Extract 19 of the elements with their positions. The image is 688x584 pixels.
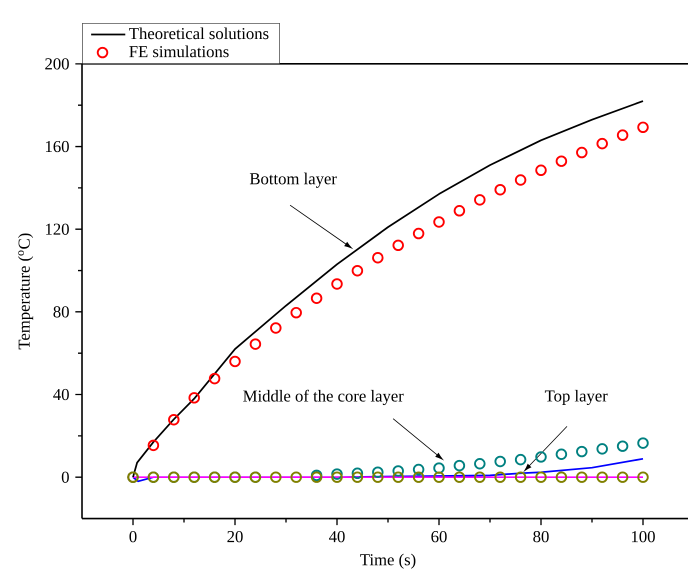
annotation: Bottom layer bbox=[250, 172, 337, 188]
x-tick-label: 80 bbox=[533, 531, 549, 542]
x-tick-label: 0 bbox=[129, 531, 137, 542]
legend-label: Theoretical solutions bbox=[129, 27, 268, 40]
annotation: Middle of the core layer bbox=[243, 390, 404, 406]
y-tick-label: 200 bbox=[45, 58, 69, 70]
legend-label: FE simulations bbox=[129, 46, 229, 58]
annotation: Top layer bbox=[544, 390, 608, 405]
y-axis-title: Temperature ($^{o}$C) bbox=[18, 234, 34, 350]
x-tick-label: 100 bbox=[632, 531, 655, 542]
x-tick-label: 20 bbox=[227, 531, 243, 542]
x-tick-label: 40 bbox=[329, 531, 345, 542]
y-tick-label: 160 bbox=[46, 140, 69, 152]
y-tick-label: 40 bbox=[53, 388, 69, 400]
y-tick-label: 120 bbox=[46, 224, 69, 235]
x-tick-label: 60 bbox=[431, 531, 447, 542]
x-axis-title: Time (s) bbox=[360, 554, 416, 569]
y-tick-label: 0 bbox=[62, 472, 69, 483]
y-tick-label: 80 bbox=[53, 306, 69, 318]
